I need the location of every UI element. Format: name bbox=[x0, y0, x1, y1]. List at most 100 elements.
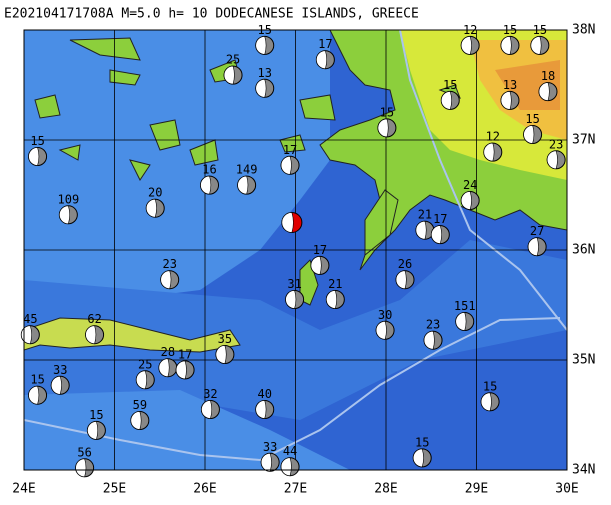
beachball-wedge bbox=[395, 270, 407, 290]
beachball bbox=[223, 65, 243, 85]
map-title: E202104171708A M=5.0 h= 10 DODECANESE IS… bbox=[4, 7, 419, 22]
y-tick-label: 34N bbox=[572, 463, 595, 478]
beachball-wedge bbox=[87, 421, 99, 440]
beachball-wedge bbox=[160, 270, 172, 290]
depth-label: 33 bbox=[53, 363, 67, 377]
beachball bbox=[281, 212, 303, 233]
beachball bbox=[85, 325, 105, 345]
y-tick-label: 37N bbox=[572, 133, 595, 148]
beachball-wedge bbox=[260, 452, 272, 472]
beachball-wedge bbox=[158, 358, 170, 378]
depth-label: 23 bbox=[549, 137, 563, 151]
depth-label: 44 bbox=[283, 444, 297, 458]
beachball bbox=[325, 290, 345, 309]
beachball-wedge bbox=[460, 36, 472, 55]
beachball bbox=[50, 375, 70, 395]
beachball bbox=[440, 90, 460, 110]
beachball bbox=[237, 175, 257, 195]
depth-label: 21 bbox=[418, 208, 432, 222]
beachball-wedge bbox=[28, 147, 40, 166]
beachball bbox=[130, 411, 150, 430]
beachball bbox=[145, 198, 165, 218]
beachball bbox=[430, 225, 450, 245]
beachball-wedge bbox=[85, 325, 97, 345]
beachball bbox=[75, 458, 95, 478]
depth-label: 23 bbox=[162, 257, 176, 271]
depth-label: 13 bbox=[258, 66, 272, 80]
beachball bbox=[260, 452, 280, 472]
beachball-wedge bbox=[285, 290, 297, 309]
beachball bbox=[28, 147, 48, 166]
depth-label: 30 bbox=[378, 308, 392, 322]
beachball-wedge bbox=[50, 375, 62, 395]
y-tick-label: 36N bbox=[572, 243, 595, 258]
beachball-wedge bbox=[130, 411, 142, 430]
beachball bbox=[310, 255, 330, 275]
beachball-wedge bbox=[527, 237, 539, 257]
depth-label: 18 bbox=[541, 69, 555, 83]
depth-label: 17 bbox=[318, 37, 332, 51]
x-tick-label: 25E bbox=[103, 482, 126, 497]
beachball-wedge bbox=[135, 370, 147, 390]
beachball-wedge bbox=[223, 65, 235, 85]
beachball bbox=[280, 155, 300, 175]
beachball bbox=[200, 175, 220, 195]
depth-label: 109 bbox=[58, 192, 80, 206]
beachball bbox=[530, 35, 550, 55]
beachball bbox=[175, 360, 195, 380]
depth-label: 17 bbox=[433, 212, 447, 226]
beachball-wedge bbox=[377, 118, 389, 138]
x-tick-label: 30E bbox=[555, 482, 578, 497]
beachball bbox=[86, 420, 106, 440]
depth-label: 21 bbox=[328, 277, 342, 291]
x-tick-label: 29E bbox=[465, 482, 488, 497]
beachball bbox=[135, 370, 155, 390]
depth-label: 15 bbox=[483, 379, 497, 393]
beachball-wedge bbox=[440, 91, 452, 110]
beachball-wedge bbox=[483, 142, 495, 162]
beachball bbox=[158, 358, 178, 378]
depth-label: 25 bbox=[226, 53, 240, 67]
depth-label: 15 bbox=[443, 78, 457, 92]
depth-label: 16 bbox=[202, 163, 216, 177]
beachball bbox=[423, 330, 443, 350]
beachball-wedge bbox=[375, 320, 387, 340]
beachball bbox=[200, 400, 220, 419]
beachball-wedge bbox=[415, 220, 427, 240]
beachball-wedge bbox=[75, 458, 87, 478]
depth-label: 17 bbox=[178, 347, 192, 361]
beachball-wedge bbox=[255, 400, 267, 419]
beachball-wedge bbox=[455, 312, 467, 331]
beachball-wedge bbox=[310, 256, 322, 275]
beachball-wedge bbox=[175, 360, 187, 380]
beachball-wedge bbox=[200, 175, 212, 195]
depth-label: 15 bbox=[525, 112, 539, 126]
beachball bbox=[395, 270, 415, 290]
depth-label: 17 bbox=[313, 243, 327, 257]
depth-label: 31 bbox=[287, 277, 301, 291]
beachball-wedge bbox=[59, 205, 70, 225]
beachball-wedge bbox=[280, 457, 292, 477]
beachball-wedge bbox=[201, 400, 213, 419]
beachball-wedge bbox=[431, 225, 442, 244]
beachball-wedge bbox=[412, 448, 424, 468]
x-tick-label: 27E bbox=[284, 482, 307, 497]
beachball-wedge bbox=[523, 125, 535, 144]
beachball-wedge bbox=[280, 155, 292, 175]
beachball bbox=[500, 90, 520, 110]
beachball-wedge bbox=[530, 36, 542, 55]
depth-label: 40 bbox=[258, 387, 272, 401]
beachball bbox=[375, 320, 395, 340]
depth-label: 15 bbox=[30, 373, 44, 387]
beachball bbox=[523, 125, 543, 144]
beachball-wedge bbox=[423, 330, 435, 350]
y-tick-label: 38N bbox=[572, 23, 595, 38]
depth-label: 151 bbox=[454, 299, 476, 313]
beachball-wedge bbox=[326, 290, 337, 309]
beachball bbox=[455, 312, 475, 331]
depth-label: 15 bbox=[415, 435, 429, 449]
beachball bbox=[280, 457, 300, 477]
y-tick-label: 35N bbox=[572, 353, 595, 368]
depth-label: 15 bbox=[380, 105, 394, 119]
